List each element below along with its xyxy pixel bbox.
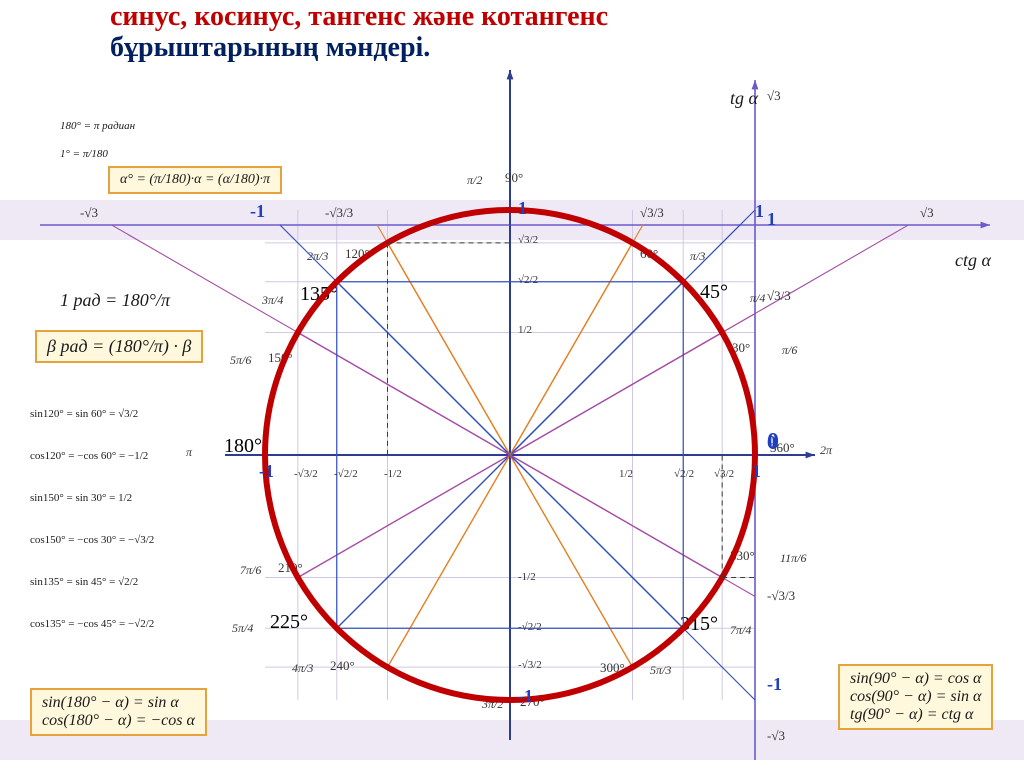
note-1rad: 1 рад = 180°/π (60, 290, 170, 311)
svg-text:π/4: π/4 (750, 291, 765, 305)
svg-text:7π/4: 7π/4 (730, 623, 751, 637)
svg-text:√3/2: √3/2 (518, 234, 538, 246)
eq-sin135: sin135° = sin 45° = √2/2 (30, 576, 138, 588)
id-sin180: sin(180° − α) = sin α (42, 694, 195, 712)
svg-text:-1/2: -1/2 (384, 468, 402, 480)
svg-text:4π/3: 4π/3 (292, 661, 313, 675)
box-90-identities: sin(90° − α) = cos α cos(90° − α) = sin … (838, 664, 993, 730)
svg-text:-√3/3: -√3/3 (767, 588, 795, 603)
svg-text:2π/3: 2π/3 (307, 249, 328, 263)
svg-text:-√3/2: -√3/2 (518, 659, 542, 671)
svg-text:1/2: 1/2 (619, 468, 633, 480)
svg-text:2π: 2π (820, 443, 833, 457)
svg-text:1/2: 1/2 (518, 324, 532, 336)
svg-text:7π/6: 7π/6 (240, 563, 261, 577)
svg-text:√3/3: √3/3 (767, 288, 791, 303)
svg-text:√2/2: √2/2 (518, 274, 538, 286)
note-1deg: 1° = π/180 (60, 148, 108, 160)
svg-text:45°: 45° (700, 281, 728, 303)
svg-text:-√2/2: -√2/2 (518, 621, 542, 633)
svg-text:1: 1 (755, 201, 764, 221)
id-sin90: sin(90° − α) = cos α (850, 670, 981, 688)
svg-text:-1: -1 (518, 686, 533, 706)
svg-text:√3/3: √3/3 (640, 205, 664, 220)
eq-sin150: sin150° = sin 30° = 1/2 (30, 492, 132, 504)
svg-text:π/6: π/6 (782, 343, 797, 357)
svg-text:√3/2: √3/2 (714, 468, 734, 480)
id-cos90: cos(90° − α) = sin α (850, 688, 981, 706)
svg-text:π/3: π/3 (690, 249, 705, 263)
svg-text:1: 1 (767, 209, 776, 229)
svg-text:0: 0 (767, 432, 776, 452)
svg-text:1: 1 (752, 461, 761, 481)
label-ctg-axis: ctg α (955, 250, 991, 271)
svg-text:5π/4: 5π/4 (232, 621, 253, 635)
eq-sin120: sin120° = sin 60° = √3/2 (30, 408, 138, 420)
svg-text:3π/4: 3π/4 (261, 293, 283, 307)
svg-text:-√3/3: -√3/3 (325, 205, 353, 220)
svg-text:√3: √3 (767, 88, 781, 103)
svg-text:90°: 90° (505, 170, 523, 185)
svg-text:-√2/2: -√2/2 (334, 468, 358, 480)
svg-text:5π/3: 5π/3 (650, 663, 671, 677)
eq-cos150: cos150° = −cos 30° = −√3/2 (30, 534, 154, 546)
label-tg-axis: tg α (730, 88, 758, 109)
box-beta-rad: β рад = (180°/π) · β (35, 330, 203, 363)
svg-text:240°: 240° (330, 658, 355, 673)
svg-text:225°: 225° (270, 611, 308, 633)
svg-text:√2/2: √2/2 (674, 468, 694, 480)
box-180-identities: sin(180° − α) = sin α cos(180° − α) = −c… (30, 688, 207, 736)
box-alpha-deg: α° = (π/180)·α = (α/180)·π (108, 166, 282, 194)
svg-text:-1: -1 (259, 461, 274, 481)
svg-text:5π/6: 5π/6 (230, 353, 251, 367)
eq-cos135: cos135° = −cos 45° = −√2/2 (30, 618, 154, 630)
svg-text:√3: √3 (920, 205, 934, 220)
svg-text:11π/6: 11π/6 (780, 551, 806, 565)
svg-text:-1/2: -1/2 (518, 571, 536, 583)
svg-text:-1: -1 (767, 674, 782, 694)
svg-text:π: π (186, 445, 193, 459)
svg-text:-1: -1 (250, 201, 265, 221)
svg-text:-√3: -√3 (80, 205, 98, 220)
svg-text:-√3: -√3 (767, 728, 785, 743)
svg-text:1: 1 (518, 198, 527, 218)
eq-cos120: cos120° = −cos 60° = −1/2 (30, 450, 148, 462)
note-deg-rad: 180° = π радиан (60, 120, 135, 132)
id-tg90: tg(90° − α) = ctg α (850, 706, 981, 724)
unit-circle-diagram: 360°2π30°π/645°π/460°π/390°π/2120°2π/313… (0, 0, 1024, 768)
id-cos180: cos(180° − α) = −cos α (42, 712, 195, 730)
svg-text:180°: 180° (224, 435, 262, 457)
svg-text:-√3/2: -√3/2 (294, 468, 318, 480)
svg-text:π/2: π/2 (467, 173, 482, 187)
